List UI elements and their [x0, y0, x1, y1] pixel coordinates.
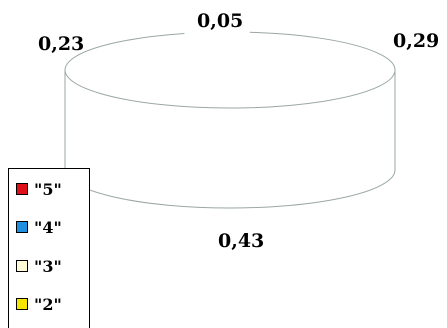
legend-label: "4" [34, 217, 62, 237]
data-label: 0,29 [393, 30, 439, 52]
data-label: 0,43 [218, 230, 264, 252]
legend-item: "5" [16, 178, 62, 200]
pie-top-rim [64, 31, 396, 109]
legend-swatch [16, 183, 28, 195]
data-labels: 0,05 0,29 0,43 0,23 [38, 10, 439, 252]
pie-outline [64, 31, 396, 209]
legend-label: "3" [34, 256, 62, 276]
legend-swatch [16, 260, 28, 272]
pie-bottom-rim [64, 169, 396, 209]
legend-label: "5" [34, 179, 62, 199]
data-label: 0,05 [197, 10, 243, 32]
legend-label: "2" [34, 294, 62, 314]
legend-item: "3" [16, 255, 62, 277]
legend-item: "2" [16, 293, 62, 315]
data-label: 0,23 [38, 33, 84, 55]
legend: "5" "4" "3" "2" [8, 168, 90, 328]
legend-swatch [16, 221, 28, 233]
legend-swatch [16, 298, 28, 310]
legend-item: "4" [16, 216, 62, 238]
